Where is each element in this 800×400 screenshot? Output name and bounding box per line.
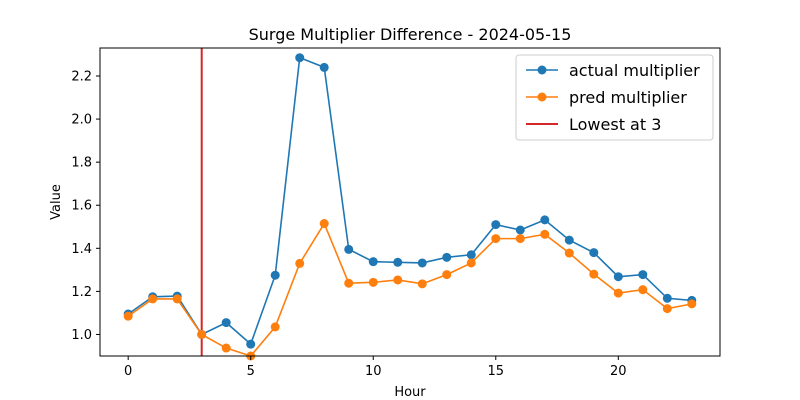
pred-multiplier-point xyxy=(197,329,207,339)
pred-multiplier-point xyxy=(613,288,623,298)
chart-title: Surge Multiplier Difference - 2024-05-15 xyxy=(249,25,572,44)
actual-multiplier-point xyxy=(221,318,231,328)
legend-marker-actual-multiplier xyxy=(537,65,547,75)
x-tick-label: 10 xyxy=(365,364,382,379)
actual-multiplier-point xyxy=(638,270,648,280)
pred-multiplier-point xyxy=(172,294,182,304)
x-tick-label: 5 xyxy=(247,364,255,379)
y-tick-label: 1.0 xyxy=(71,328,92,343)
x-axis-ticks: 0 5 10 15 20 xyxy=(124,356,627,379)
legend-marker-pred-multiplier xyxy=(537,92,547,102)
pred-multiplier-line xyxy=(127,221,692,357)
pred-multiplier-point xyxy=(564,248,574,258)
pred-multiplier-point xyxy=(393,275,403,285)
y-tick-label: 1.4 xyxy=(71,242,92,257)
actual-multiplier-point xyxy=(319,62,329,72)
pred-multiplier-point xyxy=(123,311,133,321)
actual-multiplier-line xyxy=(127,56,692,346)
actual-multiplier-point xyxy=(295,53,305,63)
x-tick-label: 15 xyxy=(487,364,504,379)
x-axis-label: Hour xyxy=(394,385,426,400)
y-tick-label: 1.6 xyxy=(71,199,92,214)
pred-multiplier-point xyxy=(148,294,158,304)
pred-multiplier-point xyxy=(540,229,550,239)
pred-multiplier-point xyxy=(442,270,452,280)
actual-multiplier-point xyxy=(368,257,378,267)
y-tick-label: 2.2 xyxy=(71,70,92,85)
actual-multiplier-point xyxy=(466,250,476,260)
actual-multiplier-point xyxy=(515,225,525,235)
pred-multiplier-point xyxy=(638,285,648,295)
actual-multiplier-point xyxy=(442,252,452,262)
actual-multiplier-point xyxy=(246,339,256,349)
pred-multiplier-point xyxy=(662,304,672,314)
pred-multiplier-point xyxy=(687,299,697,309)
pred-multiplier-point xyxy=(368,277,378,287)
legend-label-actual-multiplier: actual multiplier xyxy=(569,61,700,80)
pred-multiplier-point xyxy=(515,234,525,244)
y-axis-label: Value xyxy=(49,184,64,220)
y-tick-label: 1.8 xyxy=(71,156,92,171)
actual-multiplier-point xyxy=(417,258,427,268)
legend-label-pred-multiplier: pred multiplier xyxy=(569,88,687,107)
plot-frame xyxy=(99,47,721,357)
actual-multiplier-point xyxy=(393,257,403,267)
pred-multiplier-point xyxy=(319,219,329,229)
pred-multiplier-point xyxy=(466,258,476,268)
legend-label-lowest-at-3: Lowest at 3 xyxy=(569,115,661,134)
pred-multiplier-point xyxy=(344,278,354,288)
legend: actual multiplier pred multiplier Lowest a… xyxy=(515,54,714,141)
actual-multiplier-point xyxy=(613,272,623,282)
x-tick-label: 0 xyxy=(124,364,132,379)
plot-area xyxy=(123,48,697,361)
y-tick-label: 2.0 xyxy=(71,113,92,128)
actual-multiplier-point xyxy=(589,248,599,258)
pred-multiplier-point xyxy=(417,279,427,289)
y-axis-ticks: 1.0 1.2 1.4 1.6 1.8 2.0 2.2 xyxy=(71,70,100,343)
actual-multiplier-point xyxy=(564,235,574,245)
actual-multiplier-point xyxy=(491,220,501,230)
actual-multiplier-point xyxy=(344,244,354,254)
actual-multiplier-point xyxy=(270,270,280,280)
pred-multiplier-point xyxy=(270,322,280,332)
pred-multiplier-point xyxy=(221,343,231,353)
legend-box xyxy=(515,54,714,141)
pred-multiplier-point xyxy=(589,269,599,279)
pred-multiplier-point xyxy=(491,234,501,244)
actual-multiplier-point xyxy=(662,293,672,303)
pred-multiplier-point xyxy=(295,258,305,268)
actual-multiplier-point xyxy=(540,215,550,225)
y-tick-label: 1.2 xyxy=(71,285,92,300)
x-tick-label: 20 xyxy=(610,364,627,379)
